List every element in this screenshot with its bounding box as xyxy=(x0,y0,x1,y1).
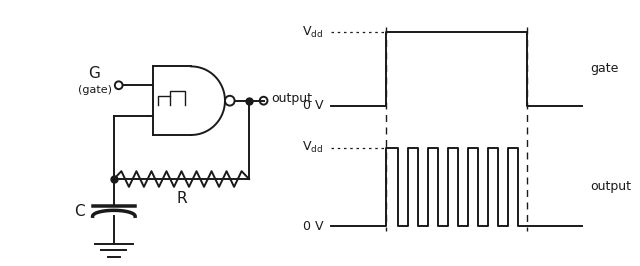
Text: C: C xyxy=(74,204,85,219)
Text: output: output xyxy=(271,92,312,105)
Text: G: G xyxy=(88,66,100,81)
Text: output: output xyxy=(590,180,631,193)
Text: 0 V: 0 V xyxy=(303,99,323,112)
Text: R: R xyxy=(176,191,187,206)
Text: 0 V: 0 V xyxy=(303,219,323,232)
Text: gate: gate xyxy=(590,62,618,75)
Text: $\mathregular{V_{dd}}$: $\mathregular{V_{dd}}$ xyxy=(303,140,323,155)
Text: $\mathregular{V_{dd}}$: $\mathregular{V_{dd}}$ xyxy=(303,24,323,40)
Text: (gate): (gate) xyxy=(77,85,111,95)
